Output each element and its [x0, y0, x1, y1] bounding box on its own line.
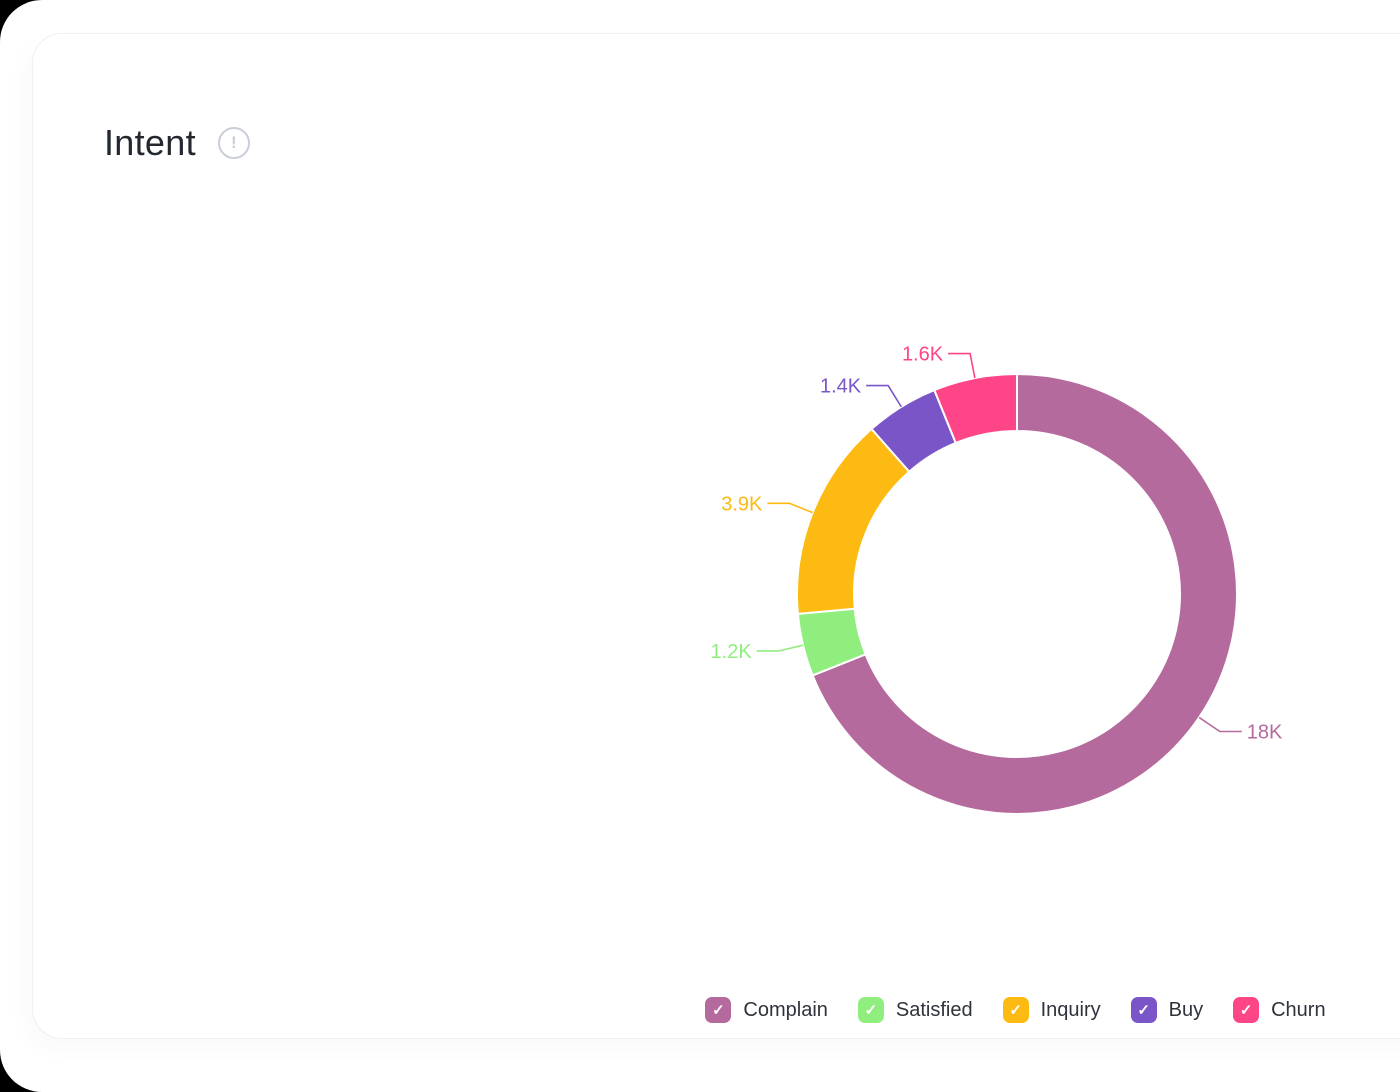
legend-item-buy[interactable]: ✓ Buy — [1130, 997, 1204, 1023]
checkmark-icon: ✓ — [1239, 1002, 1253, 1019]
label-leader-line-churn — [948, 352, 976, 379]
legend-item-churn[interactable]: ✓ Churn — [1233, 997, 1326, 1023]
label-leader-line-buy — [866, 384, 902, 408]
label-leader-line-satisfied — [756, 644, 804, 652]
legend-label-satisfied: Satisfied — [895, 999, 973, 1021]
donut-slice-complain[interactable] — [811, 372, 1238, 815]
info-icon[interactable]: ! — [217, 127, 250, 159]
intent-chart-card: Intent ! 18K 1.2K 3.9K 1.4K 1.6K ✓ Complain ✓ S… — [32, 33, 1400, 1039]
checkmark-icon: ✓ — [1137, 1002, 1150, 1019]
legend-item-satisfied[interactable]: ✓ Satisfied — [857, 997, 973, 1023]
slice-value-label-churn: 1.6K — [902, 344, 944, 366]
legend-checkbox-satisfied[interactable]: ✓ — [857, 997, 884, 1023]
checkmark-icon: ✓ — [864, 1002, 878, 1019]
card-header: Intent ! — [104, 120, 250, 166]
legend-label-complain: Complain — [743, 999, 828, 1021]
info-icon-glyph: ! — [231, 133, 237, 152]
checkmark-icon: ✓ — [1009, 1002, 1022, 1019]
checkmark-icon: ✓ — [712, 1002, 725, 1019]
label-leader-line-complain — [1198, 716, 1242, 733]
legend-item-complain[interactable]: ✓ Complain — [705, 997, 828, 1023]
donut-chart: 18K 1.2K 3.9K 1.4K 1.6K — [711, 344, 1283, 815]
legend-label-buy: Buy — [1168, 999, 1204, 1021]
donut-slice-inquiry[interactable] — [796, 427, 911, 615]
slice-value-label-buy: 1.4K — [820, 376, 862, 398]
slice-value-label-inquiry: 3.9K — [721, 493, 763, 515]
legend-checkbox-churn[interactable]: ✓ — [1233, 997, 1260, 1023]
donut-slice-churn[interactable] — [933, 372, 1018, 445]
legend: ✓ Complain ✓ Satisfied ✓ Inquiry ✓ Buy ✓ Churn — [593, 989, 1400, 1031]
legend-label-inquiry: Inquiry — [1040, 999, 1101, 1021]
legend-checkbox-complain[interactable]: ✓ — [705, 997, 732, 1023]
page-title: Intent — [104, 122, 196, 163]
legend-label-churn: Churn — [1271, 999, 1326, 1021]
legend-checkbox-buy[interactable]: ✓ — [1130, 997, 1157, 1023]
label-leader-line-inquiry — [767, 502, 813, 514]
slice-value-label-satisfied: 1.2K — [711, 641, 753, 663]
legend-item-inquiry[interactable]: ✓ Inquiry — [1002, 997, 1101, 1023]
slice-value-label-complain: 18K — [1247, 721, 1283, 743]
legend-checkbox-inquiry[interactable]: ✓ — [1002, 997, 1029, 1023]
